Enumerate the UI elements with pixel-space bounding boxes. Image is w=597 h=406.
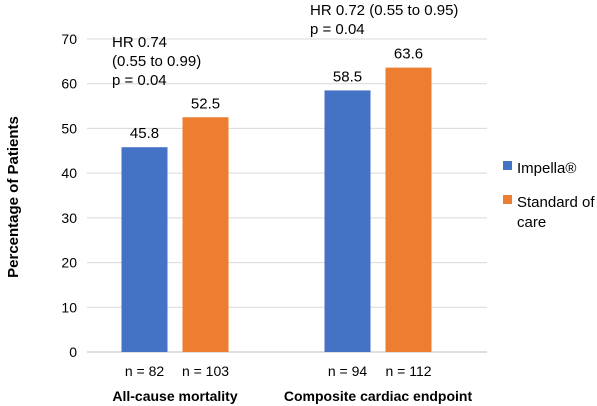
- bar: [385, 67, 432, 353]
- count-label: n = 112: [385, 363, 431, 379]
- bar: [182, 117, 229, 352]
- y-tick-label: 50: [61, 120, 77, 136]
- annotation-line: (0.55 to 0.99): [112, 53, 201, 70]
- legend-label: Impella®: [517, 160, 576, 177]
- legend-label: care: [517, 214, 546, 231]
- y-axis-label: Percentage of Patients: [5, 116, 22, 278]
- bar: [121, 147, 168, 352]
- y-tick-label: 70: [61, 31, 77, 47]
- data-label: 45.8: [130, 125, 159, 142]
- y-tick-label: 0: [69, 344, 77, 360]
- count-label: n = 82: [125, 363, 165, 379]
- annotation-line: HR 0.74: [112, 34, 167, 51]
- count-label: n = 103: [182, 363, 229, 379]
- legend-label: Standard of: [517, 194, 595, 211]
- data-label: 63.6: [394, 46, 423, 63]
- y-tick-label: 40: [61, 165, 77, 181]
- x-tick-label: All-cause mortality: [112, 388, 237, 404]
- y-tick-label: 60: [61, 76, 77, 92]
- annotation-line: HR 0.72 (0.55 to 0.95): [310, 2, 458, 19]
- y-tick-label: 20: [61, 255, 77, 271]
- category-labels: All-cause mortality Composite cardiac end…: [112, 388, 472, 404]
- annotation-line: p = 0.04: [112, 72, 167, 89]
- legend: Impella® Standard of care: [503, 160, 595, 231]
- data-label: 52.5: [191, 95, 220, 112]
- annotations: HR 0.74 (0.55 to 0.99) p = 0.04 HR 0.72 (0.…: [112, 2, 458, 89]
- bar: [324, 90, 371, 353]
- y-tick-label: 30: [61, 210, 77, 226]
- legend-swatch: [503, 161, 512, 170]
- annotation-line: p = 0.04: [310, 21, 365, 38]
- count-label: n = 94: [328, 363, 368, 379]
- data-label: 58.5: [333, 68, 362, 85]
- bars: [121, 67, 432, 353]
- data-labels: 45.8 52.5 58.5 63.6: [130, 46, 423, 143]
- y-axis-ticks: 0 10 20 30 40 50 60 70: [61, 31, 77, 360]
- x-tick-label: Composite cardiac endpoint: [284, 388, 473, 404]
- legend-swatch: [503, 195, 512, 204]
- count-labels: n = 82 n = 103 n = 94 n = 112: [125, 363, 432, 379]
- y-tick-label: 10: [61, 299, 77, 315]
